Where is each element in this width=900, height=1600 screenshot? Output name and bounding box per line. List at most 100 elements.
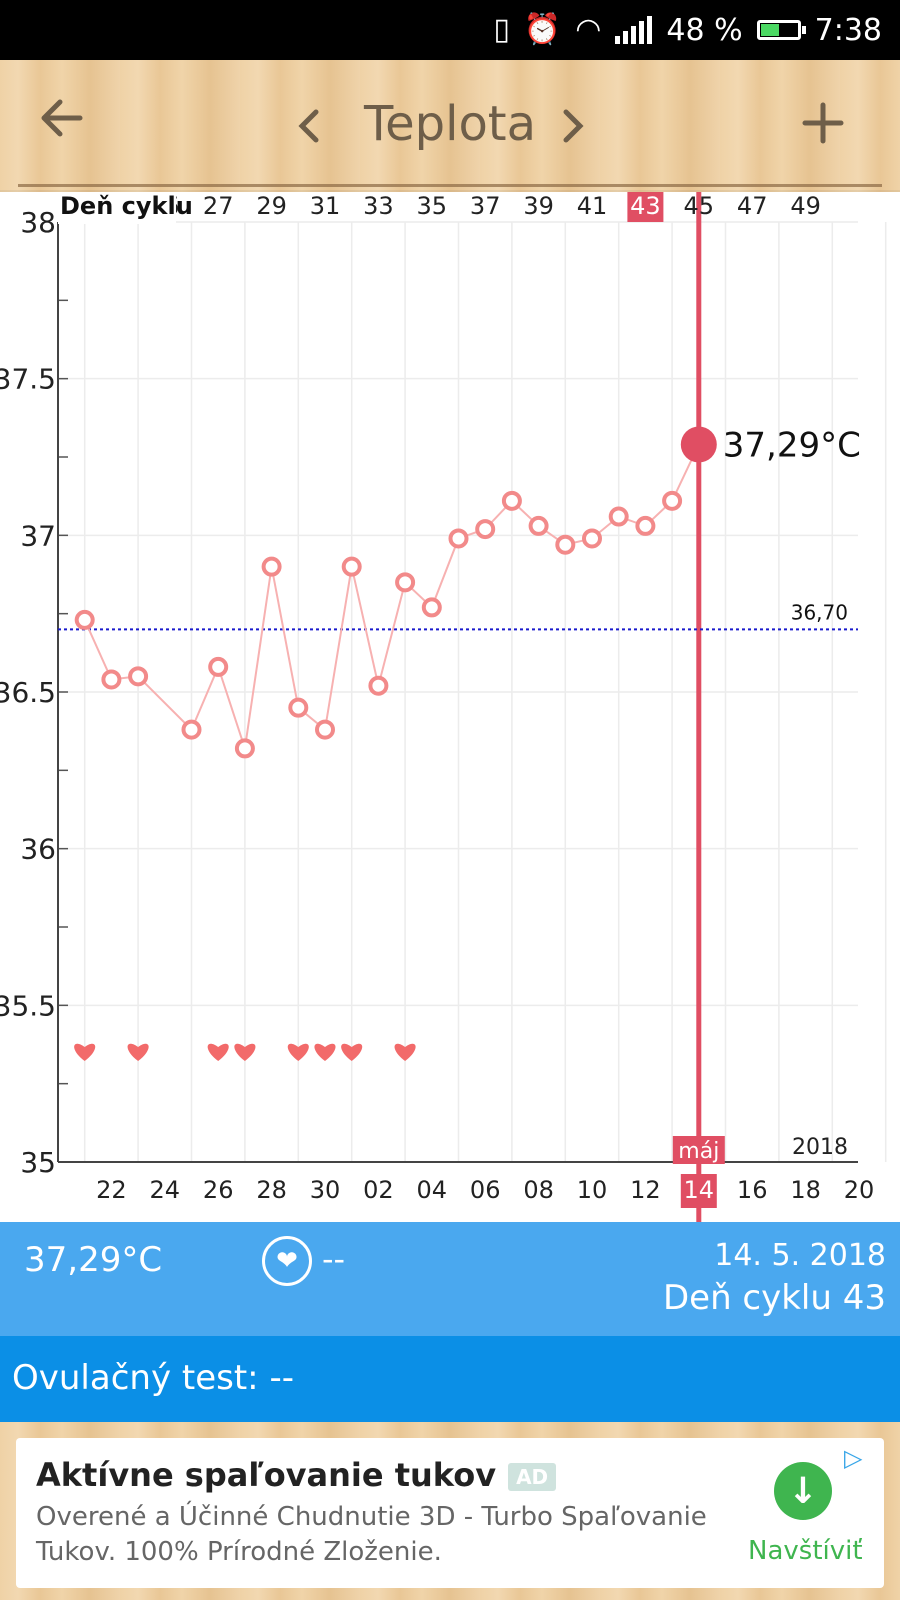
- top-tick-label: 49: [790, 192, 821, 220]
- battery-percent: 48 %: [666, 12, 743, 48]
- app-header: Teplota: [0, 60, 900, 192]
- download-arrow-icon[interactable]: ↓: [774, 1462, 832, 1520]
- temperature-point: [234, 738, 255, 759]
- bottom-tick-label: 20: [844, 1176, 875, 1204]
- selected-temperature: 37,29°C: [24, 1240, 163, 1280]
- top-tick-label: 31: [310, 192, 341, 220]
- y-tick-label: 37: [20, 519, 56, 552]
- heart-icon: [287, 1043, 309, 1061]
- year-label: 2018: [792, 1135, 848, 1160]
- selected-point: [680, 426, 717, 463]
- top-tick-label: 43: [630, 192, 661, 220]
- selected-bottom-badge: [680, 1174, 717, 1208]
- page-title: Teplota: [363, 96, 537, 152]
- bottom-tick-label: 06: [470, 1176, 501, 1204]
- heart-icon: [74, 1043, 96, 1061]
- heart-icon: [394, 1043, 416, 1061]
- arrow-left-icon: [41, 99, 83, 137]
- bottom-tick-label: 16: [737, 1176, 768, 1204]
- temperature-chart[interactable]: 3535.53636.53737.53825272931333537394143…: [0, 192, 900, 1222]
- y-tick-label: 37.5: [0, 363, 56, 396]
- temperature-point: [475, 519, 496, 540]
- top-tick-label: 33: [363, 192, 394, 220]
- status-bar: ▯ ⏰ ◠ 48 % 7:38: [0, 0, 900, 60]
- temperature-point: [261, 556, 282, 577]
- next-button[interactable]: [560, 100, 586, 156]
- ovulation-test-row[interactable]: Ovulačný test: --: [0, 1336, 900, 1422]
- bottom-tick-label: 22: [96, 1176, 127, 1204]
- signal-icon: [615, 16, 653, 44]
- y-tick-label: 36: [20, 833, 56, 866]
- heart-icon: [314, 1043, 336, 1061]
- ad-description: Overené a Účinné Chudnutie 3D - Turbo Sp…: [36, 1502, 707, 1567]
- top-tick-label: 29: [256, 192, 287, 220]
- top-tick-label: 37: [470, 192, 501, 220]
- intercourse-value: --: [322, 1240, 346, 1278]
- ad-cta[interactable]: Navštíviť: [748, 1536, 863, 1566]
- vibrate-icon: ▯: [493, 12, 510, 47]
- heart-icon: ❤: [276, 1246, 298, 1276]
- bottom-tick-label: 30: [310, 1176, 341, 1204]
- alarm-icon: ⏰: [523, 12, 562, 47]
- header-divider: [18, 184, 882, 187]
- plus-icon: [802, 102, 844, 144]
- temperature-point: [448, 528, 469, 549]
- y-tick-label: 38: [20, 206, 56, 239]
- temperature-point: [208, 656, 229, 677]
- temperature-point: [608, 506, 629, 527]
- temperature-point: [528, 515, 549, 536]
- wifi-icon: ◠: [575, 12, 602, 47]
- cycle-day: Deň cyklu 43: [662, 1278, 886, 1318]
- heart-icon: [127, 1043, 149, 1061]
- ad-title[interactable]: Aktívne spaľovanie tukov AD: [36, 1456, 557, 1494]
- top-axis-label-bg: [58, 192, 176, 224]
- temperature-point: [181, 719, 202, 740]
- intercourse-button[interactable]: ❤: [262, 1236, 312, 1286]
- temperature-point: [555, 534, 576, 555]
- top-tick-label: 39: [523, 192, 554, 220]
- battery-icon: [756, 20, 806, 40]
- prev-button[interactable]: [296, 100, 322, 156]
- temperature-point: [128, 666, 149, 687]
- bottom-tick-label: 10: [577, 1176, 608, 1204]
- temperature-point: [368, 675, 389, 696]
- ad-card[interactable]: Aktívne spaľovanie tukov AD Overené a Úči…: [16, 1438, 884, 1588]
- info-bar: 37,29°C ❤ -- 14. 5. 2018 Deň cyklu 43: [0, 1222, 900, 1336]
- bottom-tick-label: 12: [630, 1176, 661, 1204]
- heart-icon: [234, 1043, 256, 1061]
- temperature-point: [662, 490, 683, 511]
- temperature-point: [395, 572, 416, 593]
- add-button[interactable]: [802, 98, 844, 154]
- ad-badge: AD: [508, 1463, 557, 1491]
- temperature-point: [101, 669, 122, 690]
- temperature-line: [83, 444, 700, 749]
- baseline-label: 36,70: [791, 600, 848, 624]
- top-tick-label: 41: [577, 192, 608, 220]
- chevron-right-icon: [563, 109, 584, 143]
- ad-title-text: Aktívne spaľovanie tukov: [36, 1456, 497, 1494]
- temperature-point: [635, 515, 656, 536]
- heart-icon: [207, 1043, 229, 1061]
- temperature-point: [341, 556, 362, 577]
- chart-svg: 3535.53636.53737.53825272931333537394143…: [0, 192, 887, 1222]
- top-axis-label: Deň cyklu: [60, 192, 193, 220]
- top-tick-label: 27: [203, 192, 234, 220]
- month-label: máj: [678, 1139, 719, 1164]
- y-tick-label: 35: [20, 1146, 56, 1179]
- top-tick-label: 47: [737, 192, 768, 220]
- ovulation-test-label: Ovulačný test: --: [12, 1358, 294, 1398]
- temperature-point: [74, 609, 95, 630]
- adchoices-icon[interactable]: ▷: [844, 1444, 863, 1472]
- selected-date: 14. 5. 2018: [714, 1238, 886, 1273]
- bottom-tick-label: 04: [417, 1176, 448, 1204]
- top-tick-label: 35: [417, 192, 448, 220]
- back-button[interactable]: [40, 94, 84, 150]
- y-tick-label: 36.5: [0, 676, 56, 709]
- top-tick-label: 45: [684, 192, 715, 220]
- y-tick-label: 35.5: [0, 989, 56, 1022]
- selected-top-badge: [627, 192, 664, 222]
- bottom-tick-label: 18: [790, 1176, 821, 1204]
- temperature-point: [288, 697, 309, 718]
- selected-value-label: 37,29°C: [723, 425, 861, 465]
- bottom-tick-label: 14: [684, 1176, 715, 1204]
